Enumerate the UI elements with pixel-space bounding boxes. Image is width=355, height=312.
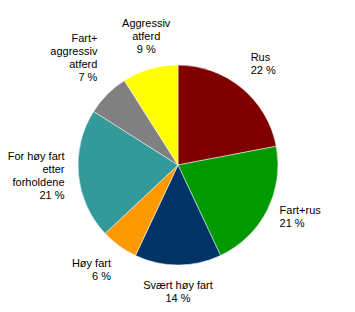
data-label: 21 % [280, 217, 305, 229]
category-label: Fart+aggressivatferd [50, 32, 98, 70]
slice-label: Høy fart6 % [72, 257, 111, 282]
data-label: 7 % [78, 71, 97, 83]
data-label: 14 % [165, 292, 190, 304]
slice-label: Fart+rus21 % [280, 204, 322, 229]
pie [78, 65, 278, 265]
data-label: 21 % [39, 189, 64, 201]
slice-label: Fart+aggressivatferd7 % [50, 32, 98, 83]
category-label: Fart+rus [280, 204, 322, 216]
labels: Rus22 %Fart+rus21 %Svært høy fart14 %Høy… [8, 17, 322, 304]
slice-label: Svært høy fart14 % [143, 279, 213, 304]
chart: Rus22 %Fart+rus21 %Svært høy fart14 %Høy… [0, 0, 355, 312]
data-label: 9 % [137, 43, 156, 55]
slice-label: Rus22 % [251, 51, 276, 76]
category-label: Høy fart [72, 257, 111, 269]
category-label: For høy fartetterforholdene [8, 150, 65, 188]
data-label: 22 % [251, 64, 276, 76]
pie-slice [124, 65, 178, 165]
data-label: 6 % [92, 270, 111, 282]
category-label: Aggressivatferd [122, 17, 171, 42]
category-label: Rus [251, 51, 271, 63]
category-label: Svært høy fart [143, 279, 213, 291]
slice-label: Aggressivatferd9 % [122, 17, 171, 55]
slice-label: For høy fartetterforholdene21 % [8, 150, 65, 201]
